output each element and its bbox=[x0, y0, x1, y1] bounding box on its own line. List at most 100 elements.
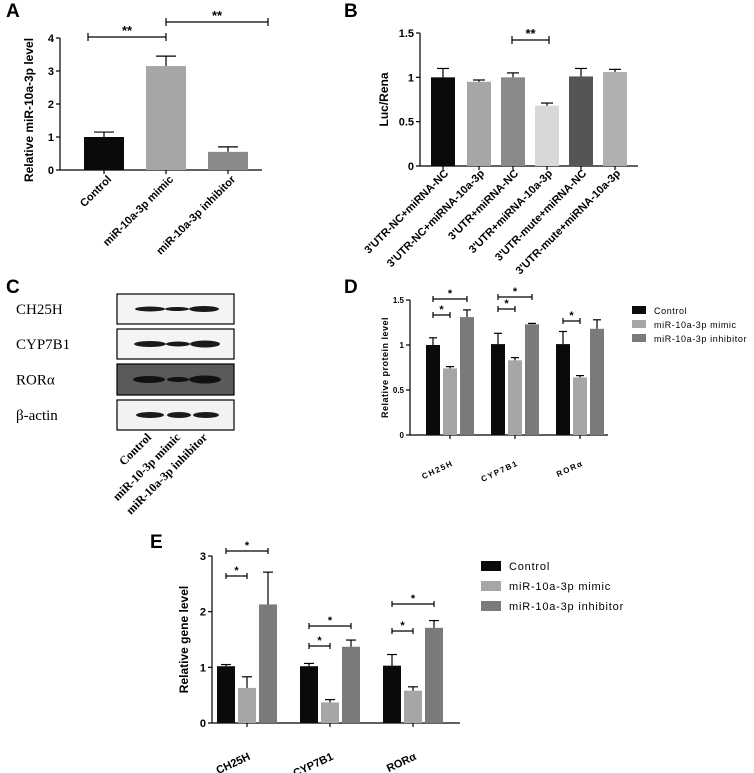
panel-letter-e: E bbox=[150, 532, 163, 553]
bar bbox=[259, 604, 277, 723]
y-tick-label: 2 bbox=[200, 607, 206, 619]
y-tick-label: 0.5 bbox=[399, 117, 414, 129]
blot-protein-label: CH25H bbox=[16, 302, 63, 318]
bar bbox=[590, 328, 604, 435]
y-tick-label: 1 bbox=[400, 341, 405, 350]
y-tick-label: 1 bbox=[408, 72, 414, 84]
x-tick-label: RORα bbox=[555, 459, 585, 479]
blot-protein-label: CYP7B1 bbox=[16, 337, 70, 353]
bar bbox=[525, 324, 539, 435]
legend-swatch bbox=[632, 306, 646, 314]
y-tick-label: 1 bbox=[200, 662, 206, 674]
bar bbox=[556, 344, 570, 435]
legend-label: Control bbox=[654, 306, 687, 316]
protein-band bbox=[167, 377, 189, 382]
y-tick-label: 2 bbox=[48, 99, 54, 111]
chart-d-relative-protein-level: 0 0.5 1 1.5 Relative protein level CH25H CYP7B… bbox=[380, 286, 747, 484]
x-tick-label: CYP7B1 bbox=[480, 459, 520, 484]
legend-swatch bbox=[481, 581, 501, 591]
bar bbox=[603, 72, 627, 166]
y-tick-label: 1.5 bbox=[399, 28, 414, 40]
y-tick-label: 1.5 bbox=[393, 296, 405, 305]
chart-e-relative-gene-level: 0 1 2 3 Relative gene level CH25H CYP7B1 RORα * *… bbox=[177, 540, 623, 773]
panel-letter-c: C bbox=[6, 277, 20, 298]
y-axis-title: Relative protein level bbox=[380, 317, 390, 418]
y-tick-label: 3 bbox=[200, 551, 206, 563]
bar bbox=[443, 368, 457, 435]
bar bbox=[501, 77, 525, 166]
bar bbox=[404, 690, 422, 723]
legend-swatch bbox=[632, 320, 646, 328]
y-axis-title: Relative gene level bbox=[177, 586, 191, 693]
chart-b-luciferase-assay: 00.511.5Luc/Rena3'UTR-NC+miRNA-NC3'UTR-N… bbox=[362, 26, 638, 277]
protein-band bbox=[193, 412, 219, 418]
protein-band bbox=[135, 306, 165, 312]
significance-label: * bbox=[234, 565, 239, 577]
y-tick-label: 0 bbox=[48, 165, 54, 177]
protein-band bbox=[136, 412, 164, 418]
x-tick-label: CYP7B1 bbox=[291, 751, 335, 773]
bar bbox=[535, 105, 559, 166]
significance-label: * bbox=[317, 635, 322, 647]
bar bbox=[383, 665, 401, 723]
legend-label: Control bbox=[509, 561, 550, 573]
protein-band bbox=[189, 306, 219, 312]
significance-label: ** bbox=[212, 8, 223, 23]
blot-protein-label: RORα bbox=[16, 373, 55, 389]
y-tick-label: 1 bbox=[48, 132, 54, 144]
bar bbox=[573, 377, 587, 435]
bar bbox=[217, 666, 235, 723]
significance-label: * bbox=[245, 540, 250, 552]
y-tick-label: 0.5 bbox=[393, 386, 405, 395]
significance-label: * bbox=[328, 615, 333, 627]
bar bbox=[238, 687, 256, 723]
bar bbox=[460, 317, 474, 435]
panel-letter-a: A bbox=[6, 1, 20, 22]
y-axis-title: Luc/Rena bbox=[377, 72, 391, 126]
significance-label: ** bbox=[525, 26, 536, 41]
protein-band bbox=[190, 340, 220, 348]
bar bbox=[300, 666, 318, 723]
bar bbox=[508, 360, 522, 435]
x-tick-label: RORα bbox=[385, 751, 419, 773]
significance-label: * bbox=[411, 593, 416, 605]
legend-swatch bbox=[632, 334, 646, 342]
significance-label: ** bbox=[122, 23, 133, 38]
bar bbox=[425, 627, 443, 723]
significance-label: * bbox=[448, 288, 453, 300]
bar bbox=[342, 646, 360, 723]
protein-band bbox=[165, 307, 189, 311]
x-tick-label: Control bbox=[78, 174, 114, 210]
legend-label: miR-10a-3p mimic bbox=[509, 581, 611, 593]
blot-protein-label: β-actin bbox=[16, 408, 58, 424]
protein-band bbox=[167, 412, 191, 418]
bar bbox=[569, 76, 593, 166]
protein-band bbox=[166, 341, 190, 347]
bar bbox=[321, 702, 339, 723]
bar bbox=[431, 77, 455, 166]
x-tick-label: CH25H bbox=[420, 459, 454, 481]
bar bbox=[84, 137, 124, 170]
legend-label: miR-10a-3p mimic bbox=[654, 320, 737, 330]
protein-band bbox=[189, 375, 221, 384]
significance-label: * bbox=[513, 286, 518, 298]
x-tick-label: CH25H bbox=[214, 751, 252, 773]
protein-band bbox=[133, 376, 165, 383]
y-tick-label: 4 bbox=[48, 33, 55, 45]
y-tick-label: 0 bbox=[200, 718, 206, 730]
panel-letter-b: B bbox=[344, 1, 358, 22]
bar bbox=[208, 151, 248, 170]
bar bbox=[146, 66, 186, 170]
panel-letter-d: D bbox=[344, 277, 358, 298]
y-axis-title: Relative miR-10a-3p level bbox=[22, 38, 36, 182]
bar bbox=[491, 344, 505, 435]
legend-swatch bbox=[481, 601, 501, 611]
bar bbox=[426, 345, 440, 435]
y-tick-label: 3 bbox=[48, 66, 54, 78]
significance-label: * bbox=[439, 304, 444, 316]
y-tick-label: 0 bbox=[400, 431, 405, 440]
legend-label: miR-10a-3p inhibitor bbox=[654, 334, 747, 344]
